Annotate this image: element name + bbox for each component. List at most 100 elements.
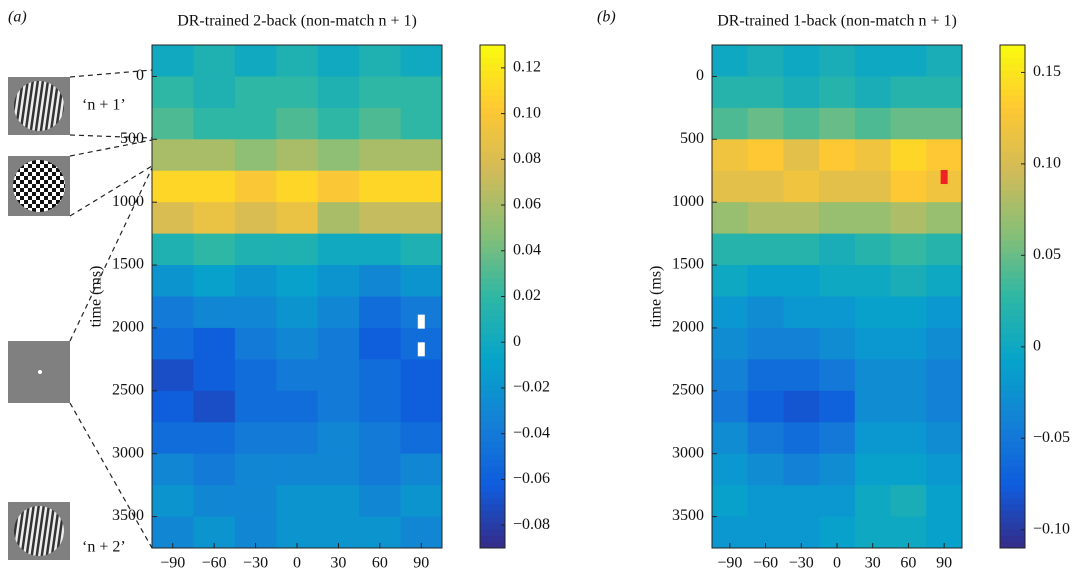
colorbar-strip: [1000, 341, 1025, 348]
heatmap-cell: [891, 76, 927, 108]
colorbar-strip: [480, 473, 505, 480]
heatmap-cell: [276, 234, 318, 266]
stimulus-label: ‘n + 1’: [82, 97, 126, 114]
stimulus-label: ‘n + 2’: [82, 539, 126, 556]
colorbar-strip: [480, 227, 505, 234]
heatmap-cell: [891, 422, 927, 454]
colorbar-strip: [1000, 278, 1025, 285]
heatmap-cell: [748, 108, 784, 140]
heatmap-cell: [235, 454, 277, 486]
heatmap-cell: [152, 391, 194, 423]
colorbar-strip: [1000, 510, 1025, 517]
colorbar-strip: [480, 416, 505, 423]
heatmap-cell: [926, 265, 962, 297]
heatmap-cell: [401, 485, 443, 517]
colorbar-strip: [1000, 441, 1025, 448]
heatmap-cell: [318, 108, 360, 140]
colorbar-strip: [1000, 322, 1025, 329]
colorbar-strip: [480, 410, 505, 417]
heatmap-cell: [235, 391, 277, 423]
heatmap-cell: [712, 328, 748, 360]
x-tick-label: 30: [330, 555, 346, 572]
y-axis-label: time (ms): [648, 266, 665, 328]
heatmap-cell: [235, 422, 277, 454]
heatmap-cell: [712, 108, 748, 140]
heatmap-cell: [152, 265, 194, 297]
x-tick-label: 30: [865, 555, 881, 572]
colorbar-strip: [1000, 127, 1025, 134]
heatmap-cell: [855, 297, 891, 329]
heatmap-cell: [712, 297, 748, 329]
colorbar-strip: [1000, 315, 1025, 322]
x-tick-label: −30: [789, 555, 814, 572]
colorbar-strip: [1000, 328, 1025, 335]
heatmap-cell: [748, 454, 784, 486]
y-tick-label: 2500: [672, 381, 704, 398]
colorbar-strip: [1000, 359, 1025, 366]
heatmap-cell: [235, 202, 277, 234]
heatmap-cell: [891, 297, 927, 329]
heatmap-cell: [318, 171, 360, 203]
x-tick-label: 90: [936, 555, 952, 572]
colorbar-strip: [480, 309, 505, 316]
colorbar-strip: [1000, 227, 1025, 234]
colorbar-strip: [1000, 454, 1025, 461]
heatmap-cell: [783, 422, 819, 454]
heatmap-cell: [193, 391, 235, 423]
colorbar-strip: [1000, 215, 1025, 222]
colorbar-strip: [1000, 303, 1025, 310]
colorbar-strip: [480, 517, 505, 524]
heatmap-cell: [318, 202, 360, 234]
y-tick-label: 3500: [672, 507, 704, 524]
colorbar-strip: [480, 529, 505, 536]
heatmap-cell: [359, 76, 401, 108]
x-tick-label: 60: [372, 555, 388, 572]
heatmap-cell: [783, 171, 819, 203]
heatmap-cell: [152, 45, 194, 77]
heatmap-cell: [276, 328, 318, 360]
x-tick-label: 90: [413, 555, 429, 572]
heatmap-cell: [235, 328, 277, 360]
heatmap-cell: [276, 202, 318, 234]
colorbar-tick-label: −0.04: [513, 424, 550, 441]
colorbar-strip: [1000, 139, 1025, 146]
heatmap-cell: [152, 76, 194, 108]
colorbar-strip: [1000, 397, 1025, 404]
colorbar-strip: [1000, 485, 1025, 492]
heatmap-cell: [926, 485, 962, 517]
heatmap-cell: [401, 171, 443, 203]
colorbar-strip: [480, 535, 505, 542]
heatmap-cell: [318, 359, 360, 391]
colorbar-strip: [480, 183, 505, 190]
heatmap-cell: [819, 485, 855, 517]
heatmap-cell: [748, 391, 784, 423]
heatmap-cell: [359, 108, 401, 140]
heatmap-cell: [193, 171, 235, 203]
heatmap-cell: [855, 454, 891, 486]
heatmap-cell: [819, 139, 855, 171]
heatmap-cell: [819, 359, 855, 391]
colorbar-strip: [480, 366, 505, 373]
heatmap-cell: [748, 485, 784, 517]
heatmap-cell: [855, 265, 891, 297]
heatmap-cell: [926, 359, 962, 391]
heatmap-cell: [891, 202, 927, 234]
heatmap-cell: [359, 139, 401, 171]
heatmap-cell: [783, 454, 819, 486]
heatmap-cell: [926, 454, 962, 486]
colorbar-strip: [1000, 108, 1025, 115]
colorbar-strip: [1000, 114, 1025, 121]
colorbar-strip: [480, 441, 505, 448]
heatmap-cell: [926, 422, 962, 454]
colorbar-strip: [1000, 334, 1025, 341]
heatmap-cell: [276, 139, 318, 171]
colorbar-strip: [1000, 542, 1025, 549]
heatmap-cell: [276, 485, 318, 517]
colorbar-tick-label: 0: [513, 333, 521, 350]
heatmap-cell: [235, 297, 277, 329]
colorbar-strip: [480, 334, 505, 341]
heatmap-cell: [926, 108, 962, 140]
heatmap-cell: [401, 391, 443, 423]
colorbar-strip: [1000, 89, 1025, 96]
